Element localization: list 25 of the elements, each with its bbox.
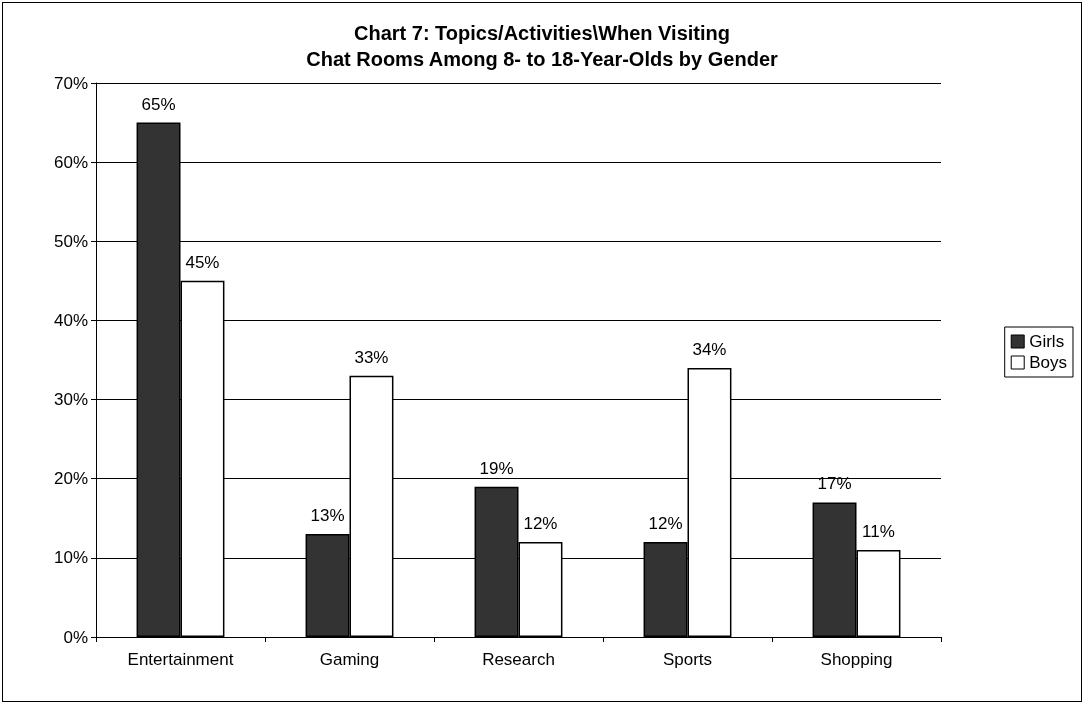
data-label: 19% (479, 458, 514, 478)
data-label: 13% (310, 506, 345, 526)
y-tick-label: 0% (63, 627, 88, 647)
y-tick-label: 20% (53, 469, 88, 489)
y-tick-label: 70% (53, 73, 88, 93)
data-label: 45% (185, 252, 220, 272)
x-tick-label: Shopping (820, 650, 893, 669)
x-tick-label: Entertainment (127, 650, 234, 669)
data-label: 12% (523, 514, 558, 534)
x-tick-label: Gaming (319, 650, 380, 669)
y-tick-label: 10% (53, 548, 88, 568)
x-tick-label: Research (482, 650, 555, 669)
legend-label: Girls (1029, 332, 1065, 351)
y-tick-label: 60% (53, 152, 88, 172)
data-label: 11% (862, 521, 895, 541)
data-label: 33% (354, 347, 389, 367)
y-tick-label: 50% (53, 231, 88, 251)
y-tick-label: 30% (53, 390, 88, 410)
data-label: 12% (648, 514, 683, 534)
data-label: 34% (692, 339, 727, 359)
legend-label: Boys (1029, 353, 1067, 372)
chart-title: Chart 7: Topics/Activities\When Visiting Chat Rooms Among 8- to 18-Year-Olds by Gender (306, 22, 778, 70)
x-tick-label: Sports (662, 650, 713, 669)
y-tick-label: 40% (53, 310, 88, 330)
data-label: 65% (141, 94, 176, 114)
